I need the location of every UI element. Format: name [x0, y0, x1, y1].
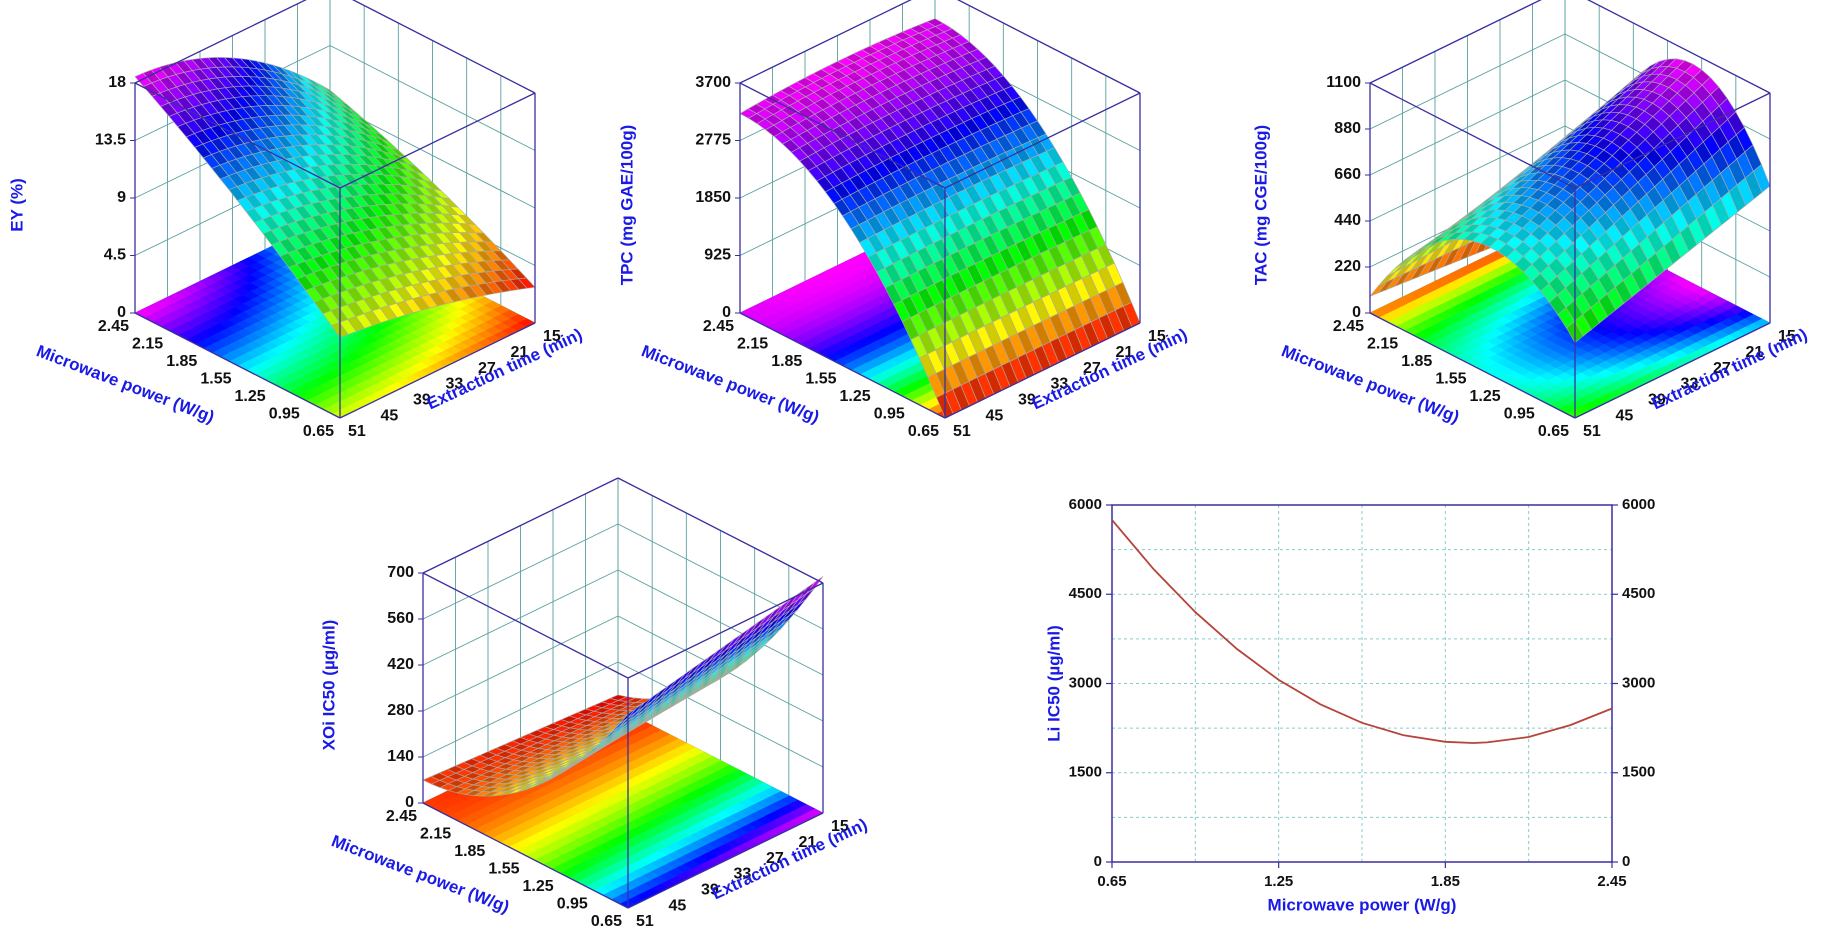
z-axis-label: TAC (mg CGE/100g): [1251, 125, 1270, 285]
x-tick-label: 0.65: [1538, 423, 1569, 440]
y-tick-label: 45: [381, 407, 399, 424]
y-tick-label: 4500: [1069, 585, 1102, 602]
x-tick-label: 2.45: [1333, 318, 1364, 335]
z-tick-label: 2775: [695, 132, 731, 149]
x-tick-label: 1.85: [454, 843, 485, 860]
x-tick-label: 1.25: [523, 878, 554, 895]
x-tick-label: 1.85: [1401, 353, 1432, 370]
y-tick-label: 51: [348, 423, 366, 440]
y2-tick-label: 3000: [1622, 674, 1655, 691]
box-edge: [422, 572, 629, 679]
y-tick-label: 51: [953, 423, 971, 440]
x-axis-label: Microwave power (W/g): [1268, 895, 1457, 914]
x-tick-label: 1.55: [805, 371, 836, 388]
surface-chart-ey: 04.5913.5182.452.151.851.551.250.950.651…: [7, 0, 585, 440]
grid: [1111, 504, 1613, 863]
x-tick-label: 0.65: [908, 423, 939, 440]
x-tick-label: 1.55: [200, 371, 231, 388]
z-tick-label: 9: [117, 189, 126, 206]
surface-chart-xoi: 01402804205607002.452.151.851.551.250.95…: [319, 477, 870, 930]
y2-tick-label: 4500: [1622, 585, 1655, 602]
z-tick-label: 4.5: [104, 247, 126, 264]
y-tick-label: 51: [1583, 423, 1601, 440]
line-chart-li: 0 1500 3000 4500 6000 0 1500 3000 4500 6000 0.65 1.…: [1044, 496, 1655, 915]
x-tick-label: 2.45: [1597, 873, 1626, 890]
z-tick-label: 440: [1334, 212, 1361, 229]
y2-tick-label: 6000: [1622, 496, 1655, 513]
x-tick-label: 0.95: [874, 406, 905, 423]
y-tick-label: 3000: [1069, 674, 1102, 691]
y2-tick-label: 1500: [1622, 764, 1655, 781]
x-tick-label: 0.65: [591, 913, 622, 930]
x-tick-label: 0.65: [303, 423, 334, 440]
response-surface: [134, 57, 536, 338]
y-axis-label: Li IC50 (µg/ml): [1044, 625, 1063, 742]
y-tick-label: 1500: [1069, 764, 1102, 781]
x-tick-label: 1.25: [1264, 873, 1293, 890]
y-tick-label: 6000: [1069, 496, 1102, 513]
x-tick-label: 1.55: [1435, 371, 1466, 388]
x-tick-label: 1.25: [1470, 388, 1501, 405]
x-tick-label: 2.15: [737, 336, 768, 353]
x-tick-label: 2.15: [1367, 336, 1398, 353]
z-tick-label: 1100: [1326, 74, 1361, 91]
box-edge: [1369, 82, 1576, 189]
x-tick-label: 2.15: [132, 336, 163, 353]
z-tick-label: 140: [387, 748, 414, 765]
z-tick-label: 660: [1334, 166, 1361, 183]
z-tick-label: 13.5: [95, 132, 126, 149]
z-tick-label: 280: [387, 702, 414, 719]
x-tick-label: 0.65: [1097, 873, 1126, 890]
y-tick-label: 45: [669, 897, 687, 914]
x-tick-label: 1.55: [488, 861, 519, 878]
x-tick-label: 1.85: [771, 353, 802, 370]
surface-chart-tac: 022044066088011002.452.151.851.551.250.9…: [1251, 0, 1810, 440]
z-tick-label: 18: [108, 74, 126, 91]
z-axis-label: EY (%): [7, 178, 26, 232]
x-tick-label: 1.25: [840, 388, 871, 405]
x-tick-label: 0.95: [269, 406, 300, 423]
z-tick-label: 220: [1334, 258, 1361, 275]
z-tick-label: 880: [1334, 120, 1361, 137]
x-tick-label: 0.95: [557, 896, 588, 913]
x-tick-label: 2.45: [98, 318, 129, 335]
z-tick-label: 1850: [695, 189, 731, 206]
z-tick-label: 700: [387, 564, 414, 581]
y-tick-label: 45: [1616, 407, 1634, 424]
y-tick-label: 51: [636, 913, 654, 930]
z-tick-label: 3700: [695, 74, 731, 91]
x-tick-label: 1.85: [166, 353, 197, 370]
z-tick-label: 560: [387, 610, 414, 627]
y-tick-label: 45: [986, 407, 1004, 424]
z-axis-label: TPC (mg GAE/100g): [617, 125, 636, 286]
x-tick-label: 0.95: [1504, 406, 1535, 423]
surface-chart-tpc: 09251850277537002.452.151.851.551.250.95…: [617, 0, 1190, 440]
z-tick-label: 925: [704, 247, 731, 264]
y-tick-label: 0: [1094, 853, 1102, 870]
y2-tick-label: 0: [1622, 853, 1630, 870]
x-tick-label: 1.85: [1431, 873, 1460, 890]
x-tick-label: 2.45: [386, 808, 417, 825]
wall-grid-line: [329, 45, 536, 151]
x-tick-label: 2.15: [420, 826, 451, 843]
z-tick-label: 420: [387, 656, 414, 673]
z-axis-label: XOi IC50 (µg/ml): [319, 620, 338, 751]
x-tick-label: 2.45: [703, 318, 734, 335]
x-tick-label: 1.25: [235, 388, 266, 405]
